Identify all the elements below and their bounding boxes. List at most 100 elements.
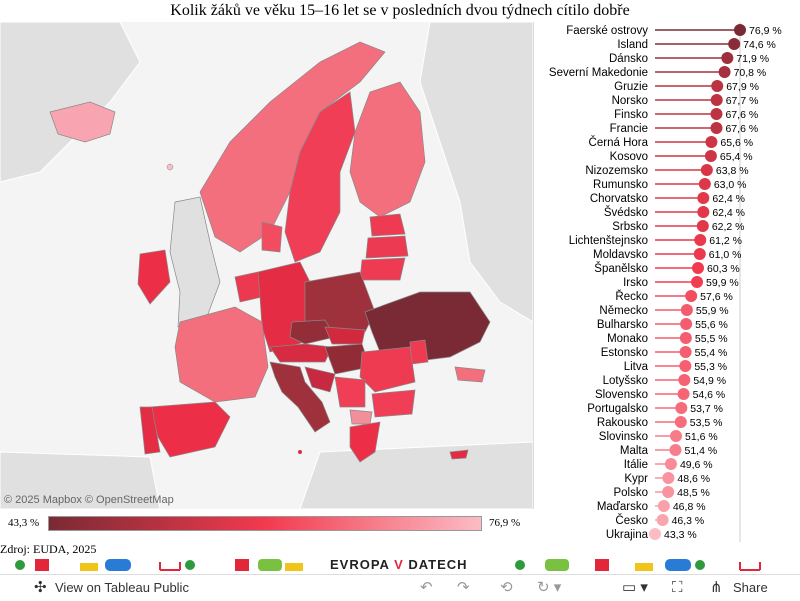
lollipop-chart[interactable]: Faerské ostrovy 76,9 % Island 74,6 % Dánsko 7… — [535, 22, 800, 542]
lollipop-dot[interactable] — [690, 276, 703, 288]
category-label: Faerské ostrovy — [566, 25, 648, 37]
legend-min: 43,3 % — [8, 517, 40, 529]
value-label: 46,3 % — [672, 515, 705, 527]
region-norsko — [199, 41, 386, 253]
redo-icon[interactable]: ↷ — [457, 579, 470, 596]
lollipop-dot[interactable] — [711, 80, 724, 92]
category-label: Španělsko — [594, 262, 648, 275]
category-label: Estonsko — [601, 347, 648, 359]
category-label: Lichtenštejnsko — [569, 235, 648, 247]
category-label: Nizozemsko — [585, 165, 648, 177]
share-button[interactable]: Share — [733, 580, 768, 595]
share-icon[interactable]: ⋔ — [710, 579, 723, 596]
lollipop-dot[interactable] — [694, 234, 707, 246]
view-on-tableau-button[interactable]: View on Tableau Public — [55, 580, 189, 595]
lollipop-dot[interactable] — [679, 360, 692, 372]
lollipop-dot[interactable] — [685, 290, 698, 302]
decorative-strip — [15, 559, 761, 571]
value-label: 74,6 % — [743, 39, 776, 51]
lollipop-dot[interactable] — [669, 430, 682, 442]
lollipop-dot[interactable] — [698, 178, 711, 190]
undo-icon[interactable]: ↶ — [420, 579, 433, 596]
fullscreen-icon[interactable]: ⛶ — [672, 579, 683, 596]
value-label: 55,4 % — [695, 347, 728, 359]
value-label: 46,8 % — [673, 501, 706, 513]
value-label: 48,5 % — [677, 487, 710, 499]
lollipop-dot[interactable] — [692, 262, 705, 274]
tableau-toolbar: ✣ View on Tableau Public ↶ ↷ ⟲ ↻ ▾ ▭ ▾ ⛶… — [0, 574, 800, 601]
region-litva — [359, 257, 406, 281]
category-label: Severní Makedonie — [549, 67, 648, 79]
region-cesko — [289, 319, 336, 345]
category-label: Srbsko — [612, 221, 648, 233]
category-label: Ukrajina — [606, 529, 649, 541]
region-rakousko — [269, 343, 333, 363]
choropleth-map[interactable]: © 2025 Mapbox © OpenStreetMap — [0, 22, 534, 509]
lollipop-dot[interactable] — [710, 108, 723, 120]
download-icon[interactable]: ▭ ▾ — [622, 579, 648, 596]
category-label: Monako — [607, 333, 648, 345]
value-label: 57,6 % — [700, 291, 733, 303]
category-label: Gruzie — [614, 81, 648, 93]
lollipop-dot[interactable] — [677, 388, 690, 400]
category-label: Slovensko — [595, 389, 648, 401]
lollipop-dot[interactable] — [697, 192, 710, 204]
region-recko — [349, 421, 381, 463]
value-label: 59,9 % — [706, 277, 739, 289]
value-label: 43,3 % — [664, 529, 697, 541]
lollipop-dot[interactable] — [710, 122, 723, 134]
brand-logo: EVROPA V DATECH — [330, 557, 468, 572]
lollipop-dot[interactable] — [680, 318, 693, 330]
category-label: Slovinsko — [599, 431, 648, 443]
value-label: 60,3 % — [707, 263, 740, 275]
category-label: Kypr — [624, 473, 648, 485]
lollipop-dot[interactable] — [679, 346, 692, 358]
chart-title: Kolik žáků ve věku 15–16 let se v posled… — [170, 2, 630, 19]
lollipop-dot[interactable] — [721, 52, 734, 64]
category-label: Francie — [610, 123, 648, 135]
lollipop-dot[interactable] — [697, 206, 710, 218]
lollipop-dot[interactable] — [728, 38, 741, 50]
lollipop-dot[interactable] — [705, 136, 718, 148]
region-bulharsko — [371, 389, 416, 418]
legend-max: 76,9 % — [489, 517, 521, 529]
category-label: Švédsko — [604, 206, 648, 219]
lollipop-dot[interactable] — [662, 486, 675, 498]
lollipop-dot[interactable] — [696, 220, 709, 232]
lollipop-dot[interactable] — [674, 416, 687, 428]
lollipop-dot[interactable] — [656, 514, 669, 526]
value-label: 63,8 % — [716, 165, 749, 177]
category-label: Norsko — [612, 95, 648, 107]
category-label: Portugalsko — [587, 403, 648, 415]
lollipop-dot[interactable] — [679, 332, 692, 344]
region-svedsko — [284, 91, 356, 263]
lollipop-dot[interactable] — [718, 66, 731, 78]
lollipop-dot[interactable] — [700, 164, 713, 176]
value-label: 51,6 % — [685, 431, 718, 443]
region-srbsko — [334, 376, 366, 408]
region-severni-makedonie — [349, 409, 373, 425]
region-kypr — [449, 449, 469, 460]
category-label: Řecko — [615, 290, 648, 303]
category-label: Kosovo — [610, 151, 648, 163]
value-label: 67,6 % — [725, 123, 758, 135]
lollipop-dot[interactable] — [680, 304, 693, 316]
lollipop-dot[interactable] — [649, 528, 661, 540]
lollipop-dot[interactable] — [734, 24, 746, 36]
value-label: 61,2 % — [709, 235, 742, 247]
lollipop-dot[interactable] — [710, 94, 723, 106]
region-malta — [298, 450, 302, 454]
lollipop-dot[interactable] — [678, 374, 691, 386]
lollipop-dot[interactable] — [704, 150, 717, 162]
revert-icon[interactable]: ⟲ — [500, 579, 513, 596]
lollipop-dot[interactable] — [675, 402, 688, 414]
lollipop-dot[interactable] — [662, 472, 675, 484]
region-portugalsko — [139, 406, 161, 455]
lollipop-dot[interactable] — [669, 444, 682, 456]
lollipop-dot[interactable] — [693, 248, 706, 260]
lollipop-dot[interactable] — [664, 458, 677, 470]
region-rumunsko — [359, 346, 416, 393]
value-label: 62,2 % — [712, 221, 745, 233]
lollipop-dot[interactable] — [657, 500, 670, 512]
refresh-icon[interactable]: ↻ ▾ — [537, 579, 562, 596]
